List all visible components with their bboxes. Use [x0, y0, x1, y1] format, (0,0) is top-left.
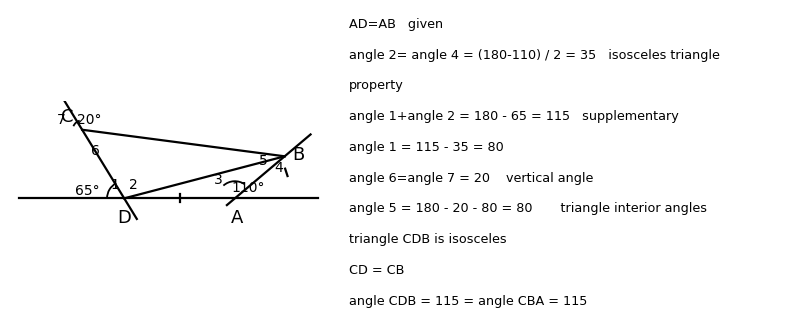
Text: CD = CB: CD = CB [349, 264, 405, 277]
Text: angle 1+angle 2 = 180 - 65 = 115   supplementary: angle 1+angle 2 = 180 - 65 = 115 supplem… [349, 110, 679, 123]
Text: 3: 3 [214, 173, 222, 187]
Text: A: A [231, 209, 243, 227]
Text: 65°: 65° [75, 184, 100, 198]
Text: property: property [349, 79, 404, 93]
Text: 4: 4 [274, 161, 283, 175]
Text: angle 5 = 180 - 20 - 80 = 80       triangle interior angles: angle 5 = 180 - 20 - 80 = 80 triangle in… [349, 202, 707, 215]
Text: 110°: 110° [231, 181, 265, 196]
Text: angle CDB = 115 = angle CBA = 115: angle CDB = 115 = angle CBA = 115 [349, 295, 587, 308]
Text: D: D [118, 209, 131, 227]
Text: 7: 7 [57, 113, 66, 127]
Text: 5: 5 [259, 154, 268, 168]
Text: 2: 2 [129, 178, 138, 192]
Text: C: C [61, 109, 74, 127]
Text: triangle CDB is isosceles: triangle CDB is isosceles [349, 233, 507, 246]
Text: B: B [293, 146, 305, 164]
Text: AD=AB   given: AD=AB given [349, 18, 443, 31]
Text: 1: 1 [111, 178, 120, 192]
Text: angle 2= angle 4 = (180-110) / 2 = 35   isosceles triangle: angle 2= angle 4 = (180-110) / 2 = 35 is… [349, 49, 720, 62]
Text: angle 1 = 115 - 35 = 80: angle 1 = 115 - 35 = 80 [349, 141, 504, 154]
Text: angle 6=angle 7 = 20    vertical angle: angle 6=angle 7 = 20 vertical angle [349, 172, 594, 185]
Text: 6: 6 [91, 144, 100, 158]
Text: 20°: 20° [77, 113, 101, 127]
